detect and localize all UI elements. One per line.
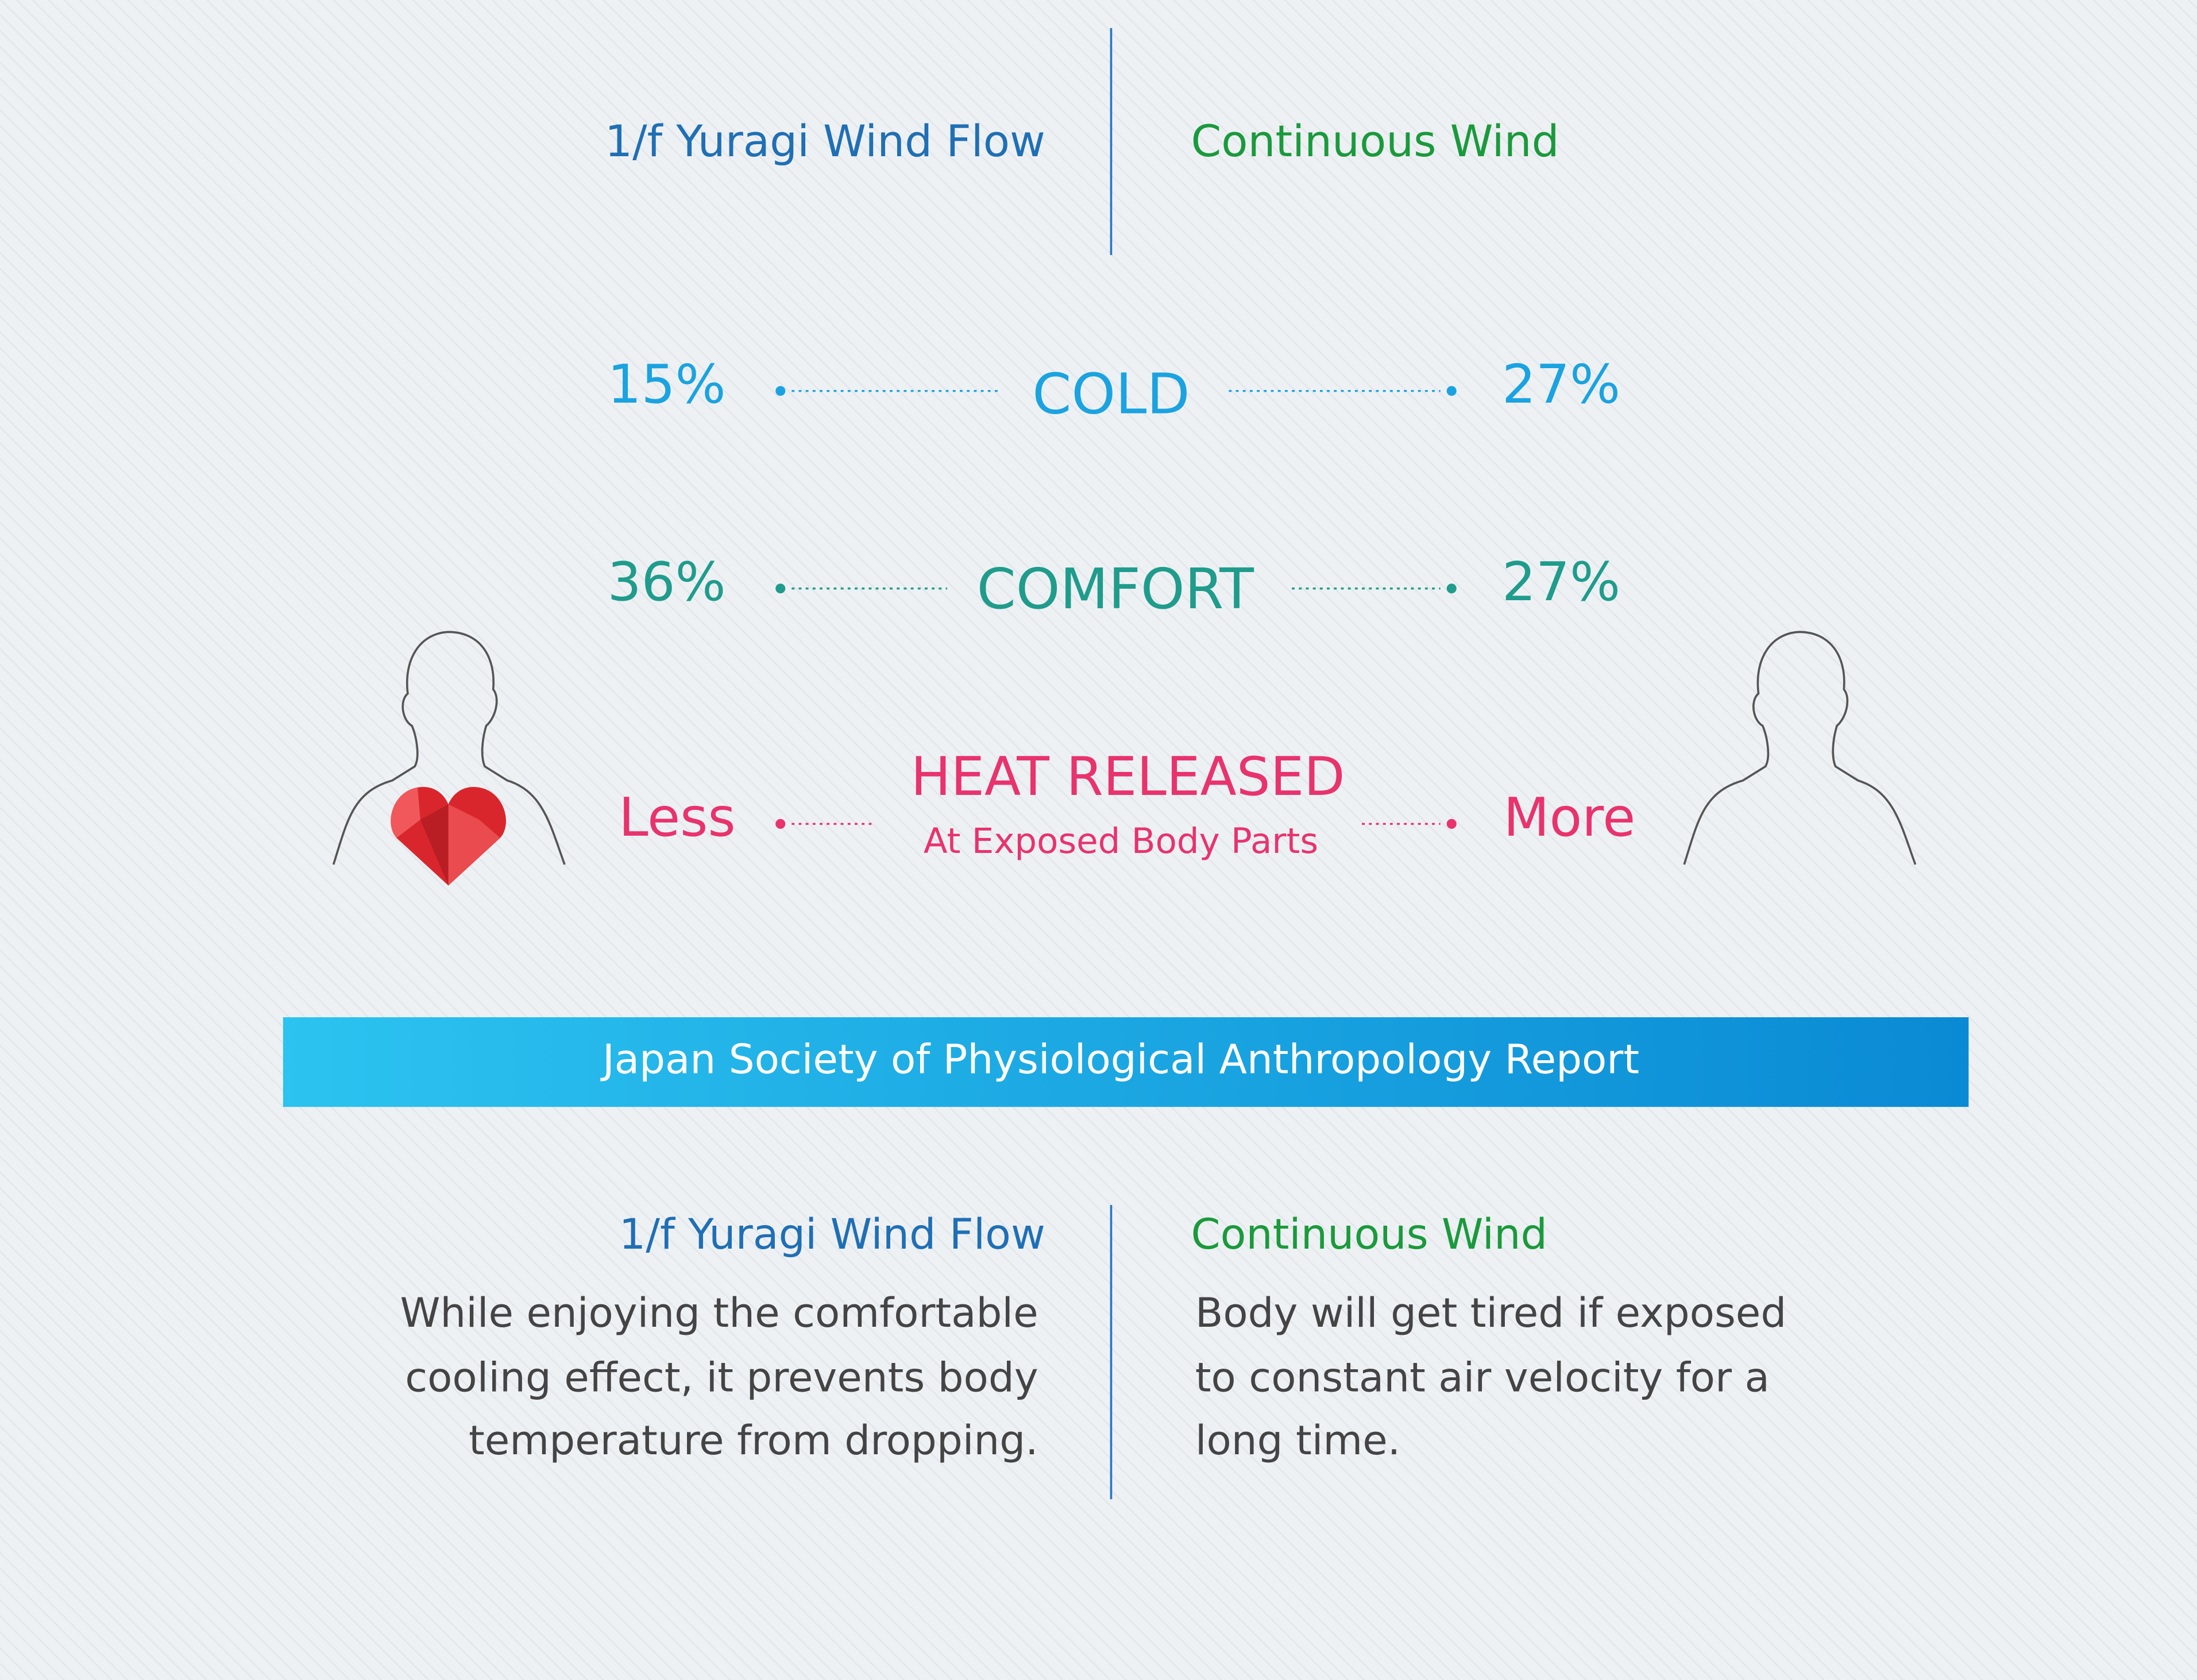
row-left-value: 36%	[608, 551, 726, 613]
footer-right-line: to constant air velocity for a	[1195, 1353, 1770, 1401]
header-right: Continuous Wind	[1191, 116, 1559, 167]
row-right-value: 27%	[1502, 551, 1620, 613]
row-sublabel: At Exposed Body Parts	[924, 821, 1318, 862]
footer-right-line: Body will get tired if exposed	[1195, 1289, 1786, 1337]
row-label: COLD	[1032, 362, 1190, 427]
dot	[775, 584, 785, 593]
row-label: HEAT RELEASED	[911, 746, 1345, 808]
dot	[1447, 584, 1457, 593]
footer-right-line: long time.	[1195, 1416, 1400, 1464]
footer-right-title: Continuous Wind	[1191, 1210, 1547, 1259]
header-left: 1/f Yuragi Wind Flow	[605, 116, 1045, 167]
dot	[775, 819, 785, 829]
infographic: 1/f Yuragi Wind Flow Continuous Wind 15%…	[0, 0, 2197, 1680]
row-right-value: 27%	[1502, 353, 1620, 415]
page: 1/f Yuragi Wind Flow Continuous Wind 15%…	[0, 0, 2197, 1680]
dot	[1447, 386, 1457, 396]
dot	[775, 386, 785, 396]
footer-left-line: While enjoying the comfortable	[400, 1289, 1038, 1337]
row-right-value: More	[1503, 786, 1635, 848]
banner-text: Japan Society of Physiological Anthropol…	[600, 1036, 1639, 1083]
footer-left-line: temperature from dropping.	[469, 1416, 1038, 1464]
footer-left-line: cooling effect, it prevents body	[405, 1353, 1038, 1401]
row-left-value: Less	[619, 786, 736, 848]
row-left-value: 15%	[608, 353, 726, 415]
footer-left-title: 1/f Yuragi Wind Flow	[619, 1210, 1045, 1259]
row-label: COMFORT	[977, 557, 1254, 622]
dot	[1447, 819, 1457, 829]
